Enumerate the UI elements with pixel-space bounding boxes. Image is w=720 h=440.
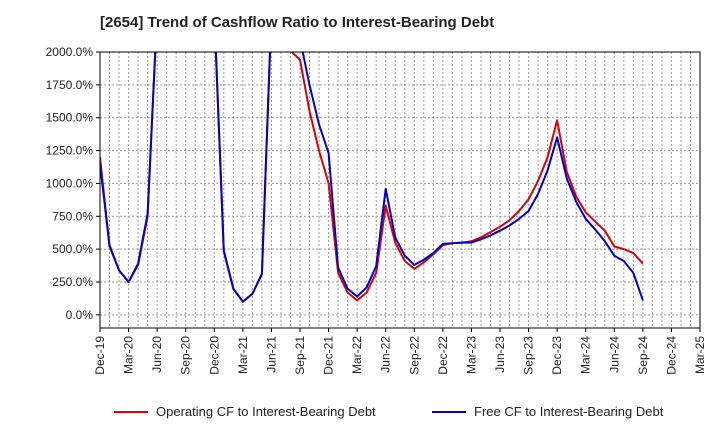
plot-frame <box>99 51 701 329</box>
legend-item-operating-cf: Operating CF to Interest-Bearing Debt <box>114 404 376 419</box>
x-tick-label: Sep-22 <box>407 336 421 375</box>
x-tick-label: Mar-20 <box>122 336 136 374</box>
x-tick-label: Dec-20 <box>207 336 221 375</box>
y-tick-label: 1250.0% <box>46 144 94 158</box>
x-tick-label: Dec-24 <box>664 336 678 375</box>
legend-item-free-cf: Free CF to Interest-Bearing Debt <box>432 404 663 419</box>
legend-label-operating-cf: Operating CF to Interest-Bearing Debt <box>156 404 376 419</box>
y-tick-label: 1500.0% <box>46 111 94 125</box>
legend-swatch-operating-cf <box>114 410 148 413</box>
x-tick-label: Jun-24 <box>607 336 621 373</box>
x-tick-label: Sep-20 <box>179 336 193 375</box>
y-tick-label: 1750.0% <box>46 78 94 92</box>
y-tick-label: 1000.0% <box>46 176 94 190</box>
y-tick-label: 250.0% <box>52 275 93 289</box>
x-tick-label: Dec-23 <box>550 336 564 375</box>
y-tick-label: 750.0% <box>52 209 93 223</box>
series-line-free-cf <box>100 52 644 303</box>
x-tick-label: Jun-21 <box>264 336 278 373</box>
y-tick-label: 500.0% <box>52 242 93 256</box>
x-tick-label: Jun-22 <box>379 336 393 373</box>
x-tick-label: Mar-21 <box>236 336 250 374</box>
x-tick-label: Mar-24 <box>579 336 593 374</box>
legend-swatch-free-cf <box>432 410 466 413</box>
legend-label-free-cf: Free CF to Interest-Bearing Debt <box>474 404 664 419</box>
x-tick-label: Sep-24 <box>636 336 650 375</box>
x-tick-label: Sep-21 <box>293 336 307 375</box>
x-tick-label: Dec-22 <box>436 336 450 375</box>
x-tick-label: Jun-23 <box>493 336 507 373</box>
x-tick-label: Dec-19 <box>93 336 107 375</box>
chart-title: [2654] Trend of Cashflow Ratio to Intere… <box>100 14 495 31</box>
x-tick-label: Jun-20 <box>150 336 164 373</box>
x-tick-label: Mar-22 <box>350 336 364 374</box>
x-tick-label: Dec-21 <box>322 336 336 375</box>
y-tick-label: 2000.0% <box>46 45 94 59</box>
y-tick-label: 0.0% <box>66 308 94 322</box>
x-tick-label: Mar-23 <box>464 336 478 374</box>
x-tick-label: Mar-25 <box>693 336 707 374</box>
x-tick-label: Sep-23 <box>522 336 536 375</box>
legend: Operating CF to Interest-Bearing Debt Fr… <box>0 404 720 424</box>
